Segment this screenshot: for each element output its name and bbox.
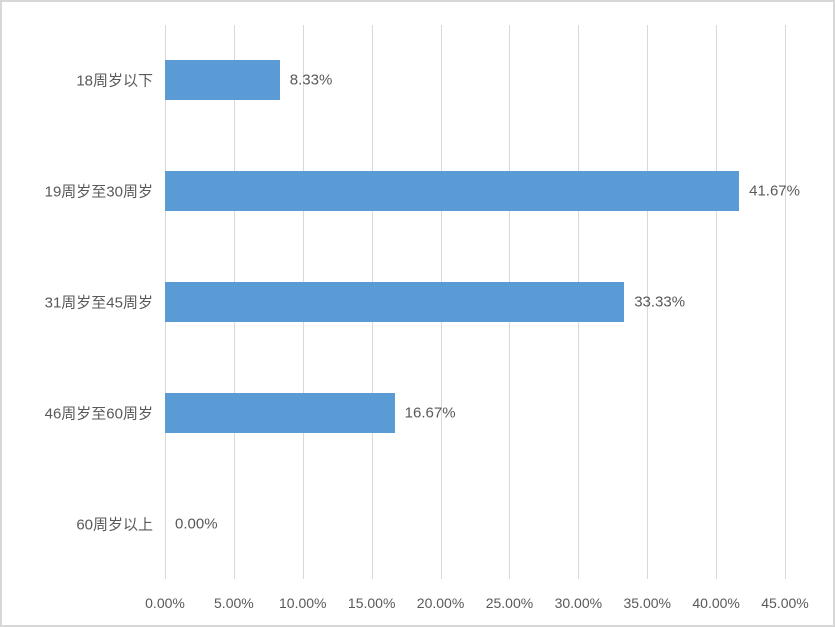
x-axis-tick-label: 25.00% <box>485 595 534 611</box>
value-label: 33.33% <box>634 293 686 311</box>
x-axis-tick-label: 30.00% <box>554 595 603 611</box>
bar <box>165 282 625 322</box>
x-axis-tick-label: 0.00% <box>145 595 185 611</box>
bar <box>165 171 740 212</box>
category-label: 31周岁至45周岁 <box>44 294 153 312</box>
category-label: 46周岁至60周岁 <box>44 405 153 423</box>
x-axis-tick-label: 5.00% <box>214 595 254 611</box>
x-axis-tick-label: 40.00% <box>692 595 740 611</box>
value-label: 8.33% <box>289 71 333 89</box>
gridline <box>785 25 786 579</box>
category-label: 18周岁以下 <box>76 72 153 90</box>
gridline <box>647 25 649 579</box>
value-label: 16.67% <box>404 404 456 422</box>
value-label: 41.67% <box>749 182 800 200</box>
gridline <box>716 25 718 579</box>
x-axis-tick-label: 45.00% <box>761 595 809 611</box>
x-axis-tick-label: 10.00% <box>279 595 327 611</box>
x-axis-tick-label: 35.00% <box>623 595 671 611</box>
x-axis-tick-label: 15.00% <box>347 595 396 611</box>
category-label: 60周岁以上 <box>76 516 153 534</box>
bar <box>165 60 280 101</box>
x-axis-tick-label: 20.00% <box>416 595 465 611</box>
bar <box>165 392 395 433</box>
value-label: 0.00% <box>175 515 218 533</box>
category-label: 19周岁至30周岁 <box>44 183 153 201</box>
